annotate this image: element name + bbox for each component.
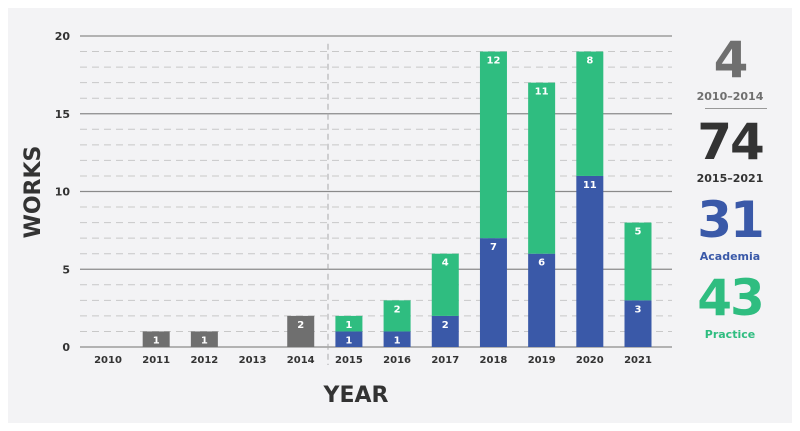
summary-value: 4 [713, 31, 749, 89]
summary-value: 74 [697, 113, 765, 171]
bar-data-label: 6 [538, 258, 545, 269]
bar-segment [190, 331, 218, 347]
x-tick-label: 2017 [431, 355, 459, 366]
bar-data-label: 2 [442, 320, 449, 331]
summary-label: 2015–2021 [696, 172, 764, 185]
x-tick-label: 2012 [190, 355, 218, 366]
y-tick-label: 10 [55, 186, 71, 199]
x-tick-label: 2016 [383, 355, 411, 366]
bar-segment [431, 253, 459, 316]
bar-data-label: 1 [153, 335, 160, 346]
summary-label: Academia [699, 250, 761, 263]
y-tick-label: 20 [55, 30, 71, 43]
bar-segment [576, 175, 604, 347]
bar-segment [528, 82, 556, 254]
summary-2015-2021: 74 2015–2021 [685, 112, 775, 186]
y-tick-label: 15 [55, 108, 70, 121]
bar-data-label: 2 [297, 320, 304, 331]
bar-segment [142, 331, 170, 347]
x-tick-label: 2011 [142, 355, 170, 366]
x-tick-label: 2021 [624, 355, 652, 366]
bar-segment [576, 51, 604, 176]
bar-segment [479, 51, 507, 239]
y-axis-title: WORKS [21, 146, 46, 239]
bar-segment [335, 331, 363, 347]
y-tick-label: 5 [62, 263, 70, 276]
summary-value: 43 [697, 269, 765, 327]
bar-data-label: 5 [635, 227, 642, 238]
summary-2010-2014: 4 2010–2014 [685, 30, 775, 104]
bar-segment [528, 253, 556, 347]
bar-data-label: 7 [490, 242, 497, 253]
x-tick-label: 2014 [287, 355, 315, 366]
bar-segment [431, 315, 459, 347]
x-tick-label: 2015 [335, 355, 363, 366]
bar-data-label: 11 [535, 87, 549, 98]
chart-background [8, 8, 792, 423]
summary-divider [705, 108, 767, 109]
bar-data-label: 2 [394, 304, 401, 315]
bar-data-label: 1 [345, 320, 352, 331]
bar-data-label: 4 [442, 258, 449, 269]
bar-data-label: 8 [586, 56, 593, 67]
summary-academia: 31 Academia [685, 190, 775, 264]
bar-data-label: 12 [486, 56, 500, 67]
bar-data-label: 1 [201, 335, 208, 346]
bar-data-label: 3 [635, 304, 642, 315]
bar-data-label: 1 [394, 335, 401, 346]
summary-value: 31 [697, 191, 765, 249]
summary-label: Practice [704, 328, 756, 341]
x-tick-label: 2010 [94, 355, 122, 366]
bar-segment [335, 315, 363, 332]
bar-data-label: 11 [583, 180, 597, 191]
x-tick-label: 2020 [576, 355, 604, 366]
x-tick-label: 2018 [480, 355, 508, 366]
bar-data-label: 1 [345, 335, 352, 346]
x-tick-label: 2013 [239, 355, 267, 366]
bar-segment [479, 238, 507, 347]
bar-segment [624, 300, 652, 347]
x-axis-title: YEAR [323, 383, 389, 408]
bar-segment [383, 331, 411, 347]
bar-segment [383, 300, 411, 332]
y-tick-label: 0 [62, 341, 70, 354]
bar-segment [624, 222, 652, 301]
summary-label: 2010–2014 [696, 90, 764, 103]
x-tick-label: 2019 [528, 355, 556, 366]
bar-segment [287, 315, 315, 347]
summary-practice: 43 Practice [685, 268, 775, 342]
